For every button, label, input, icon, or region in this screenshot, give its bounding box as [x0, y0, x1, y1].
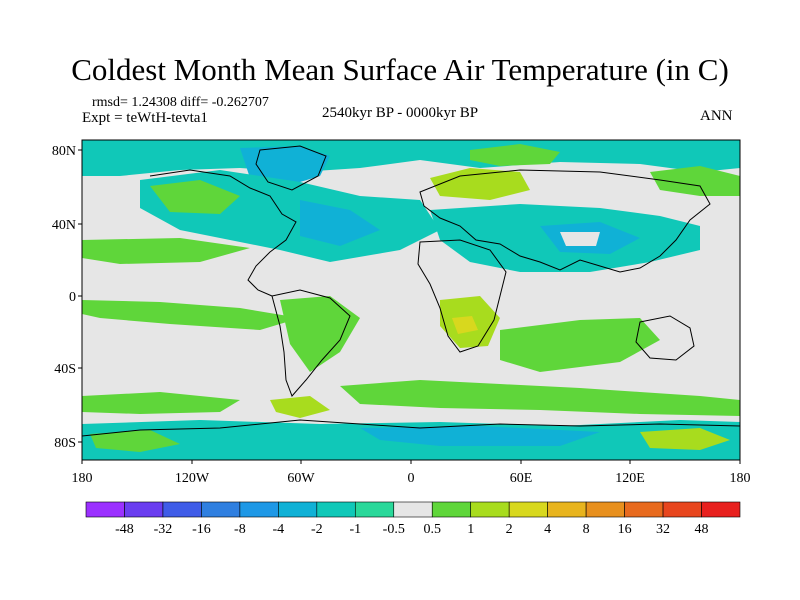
colorbar-label: -2 — [311, 522, 323, 537]
colorbar-box — [162, 501, 202, 518]
y-tick-label: 0 — [69, 290, 76, 305]
x-tick-label: 0 — [408, 471, 415, 486]
coastlines — [82, 145, 740, 437]
antarctic-deep-cold — [360, 426, 600, 446]
y-tick-label: 40N — [52, 218, 76, 233]
colorbar-box — [470, 501, 510, 518]
colorbar-label: -8 — [234, 522, 246, 537]
eurasia-coast — [419, 169, 711, 273]
y-axis: 80N 40N 0 40S 80S — [52, 144, 76, 451]
siberia-warm-region — [650, 166, 740, 196]
x-tick-marks — [81, 460, 741, 464]
x-tick-label: 60E — [510, 471, 533, 486]
alaska-warm-region — [150, 180, 240, 214]
colorbar-label: 32 — [656, 522, 670, 537]
colorbar-label: 0.5 — [423, 522, 441, 537]
colorbar-box — [124, 501, 164, 518]
southern-ocean-warm-band — [340, 380, 740, 416]
colorbar-label: 8 — [583, 522, 590, 537]
tibet-neutral-region — [560, 232, 600, 246]
weddell-warm-region — [270, 396, 330, 418]
colorbar-box — [624, 501, 664, 518]
antarctica-coast — [82, 419, 740, 437]
colorbar-label: -1 — [349, 522, 361, 537]
period-label: 2540kyr BP - 0000kyr BP — [322, 105, 479, 121]
y-tick-label: 40S — [54, 362, 76, 377]
colorbar-box — [354, 501, 395, 518]
colorbar-box — [585, 501, 625, 518]
colorbar-label: -4 — [273, 522, 285, 537]
experiment-label: Expt = teWtH-tevta1 — [82, 110, 208, 126]
greenland-coast — [255, 145, 327, 191]
antarctic-warm-patch-2 — [640, 428, 730, 450]
south-america-coast — [271, 289, 351, 397]
y-tick-label: 80S — [54, 436, 76, 451]
y-tick-label: 80N — [52, 144, 76, 159]
x-axis: 180 120W 60W 0 60E 120E 180 — [72, 471, 751, 486]
colorbar-box — [239, 501, 279, 518]
statistics-label: rmsd= 1.24308 diff= -0.262707 — [92, 95, 269, 110]
colorbar-box — [393, 501, 433, 518]
colorbar-label: 2 — [506, 522, 513, 537]
colorbar-boxes — [85, 501, 741, 518]
x-tick-label: 180 — [72, 471, 93, 486]
map-plot-area — [82, 140, 740, 460]
season-label: ANN — [700, 108, 733, 124]
colorbar-label: -48 — [115, 522, 134, 537]
x-tick-label: 120W — [175, 471, 210, 486]
colorbar-box — [278, 501, 318, 518]
colorbar-label: 1 — [467, 522, 474, 537]
north-atlantic-cold-region — [300, 200, 380, 246]
south-pacific-warm-band — [82, 392, 240, 414]
colorbar-box — [201, 501, 241, 518]
x-tick-label: 120E — [615, 471, 645, 486]
tropical-pacific-warm-band — [82, 300, 300, 330]
colorbar: -48 -32 -16 -8 -4 -2 -1 -0.5 0.5 1 2 4 8 16 32 48 — [85, 501, 741, 537]
colorbar-box — [85, 501, 125, 518]
colorbar-label: 48 — [695, 522, 709, 537]
africa-coast — [417, 239, 507, 353]
x-tick-label: 180 — [730, 471, 751, 486]
map-title: Coldest Month Mean Surface Air Temperatu… — [71, 52, 729, 87]
indian-ocean-warm-region — [500, 318, 660, 372]
colorbar-box — [316, 501, 356, 518]
y-tick-marks — [78, 149, 82, 443]
colorbar-label: -0.5 — [383, 522, 405, 537]
colorbar-label: 16 — [618, 522, 632, 537]
colorbar-box — [547, 501, 587, 518]
colorbar-box — [662, 501, 702, 518]
colorbar-box — [701, 501, 741, 518]
colorbar-box — [508, 501, 548, 518]
colorbar-label: -32 — [154, 522, 173, 537]
colorbar-box — [431, 501, 472, 518]
australia-coast — [635, 315, 695, 361]
colorbar-labels: -48 -32 -16 -8 -4 -2 -1 -0.5 0.5 1 2 4 8 16 32 48 — [115, 522, 708, 537]
arctic-warm-region — [470, 144, 560, 166]
colorbar-label: 4 — [544, 522, 551, 537]
north-america-coast — [149, 169, 297, 297]
north-pacific-warm-band — [82, 238, 250, 264]
x-tick-label: 60W — [287, 471, 315, 486]
southern-africa-hot-spot — [452, 316, 478, 334]
colorbar-label: -16 — [192, 522, 211, 537]
barents-warm-region — [430, 168, 530, 200]
antarctic-warm-patch — [90, 430, 180, 452]
south-america-warm-region — [280, 296, 360, 372]
